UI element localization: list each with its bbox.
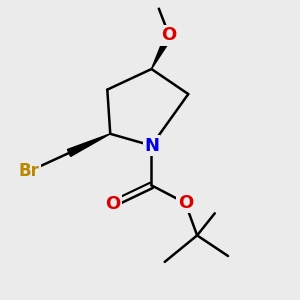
Polygon shape [68, 134, 110, 156]
Text: O: O [161, 26, 177, 44]
Text: O: O [106, 195, 121, 213]
Text: Br: Br [19, 162, 40, 180]
Text: N: N [144, 136, 159, 154]
Text: O: O [178, 194, 193, 212]
Polygon shape [152, 33, 172, 69]
